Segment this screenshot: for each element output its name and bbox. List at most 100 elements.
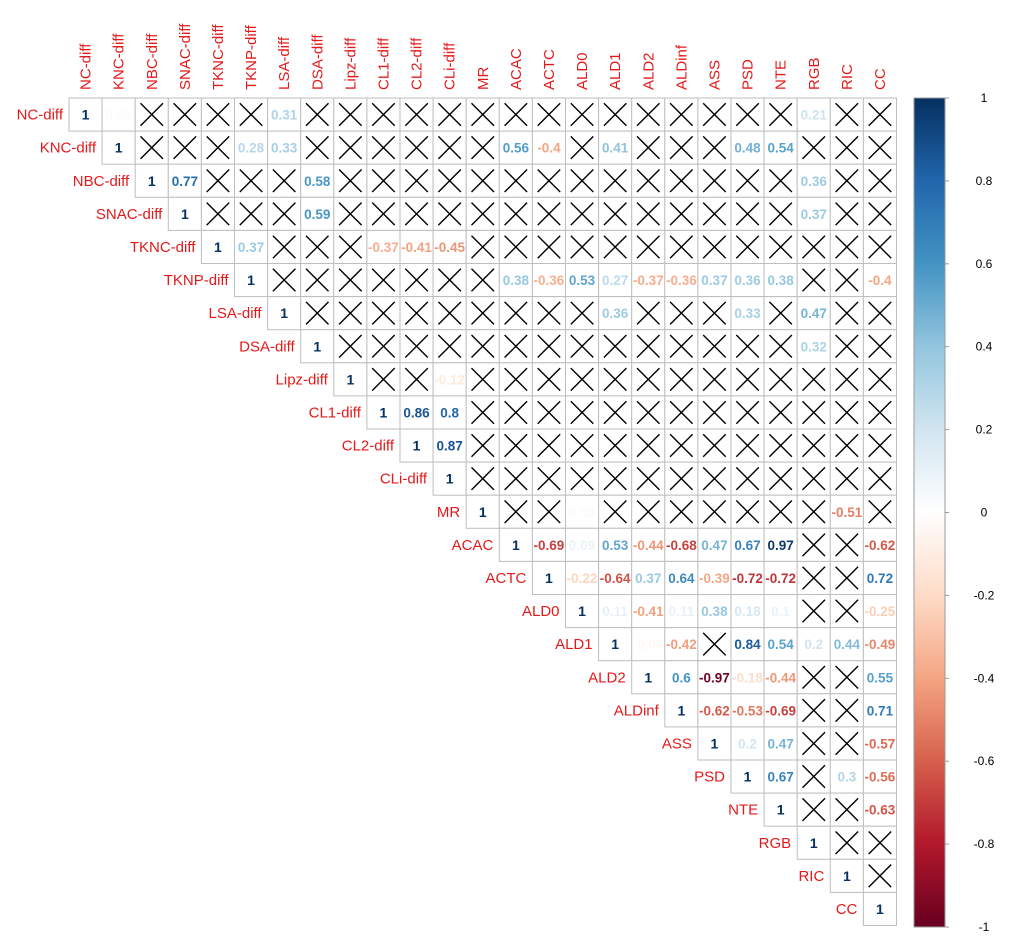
cell-KNC-diff-NTE: 0.54 [763, 130, 798, 165]
row-label: NBC-diff [73, 173, 130, 190]
nonsignificant-cross [636, 301, 660, 325]
legend-tick-label: 0.6 [976, 257, 993, 271]
cell-SNAC-diff-ALD1 [598, 196, 633, 231]
cell-MR-ACAC [498, 494, 533, 529]
cell-NBC-diff-NBC-diff: 1 [134, 163, 169, 198]
correlation-value: 0.28 [238, 141, 265, 156]
cell-CL1-diff-RIC [829, 395, 864, 430]
cell-KNC-diff-ACAC: 0.56 [498, 130, 533, 165]
cell-ASS-ASS: 1 [697, 726, 732, 761]
cell-CLi-diff-ALD0 [565, 461, 600, 496]
correlation-value: -0.36 [534, 273, 565, 288]
correlation-value: 0.36 [801, 174, 828, 189]
correlation-value: 0.67 [768, 770, 794, 785]
cell-LSA-diff-RIC [829, 296, 864, 331]
cell-MR-ALD2 [631, 494, 666, 529]
cell-TKNC-diff-CL1-diff: -0.37 [366, 229, 401, 264]
cell-NC-diff-NBC-diff [134, 97, 169, 132]
nonsignificant-cross [437, 334, 462, 358]
cell-Lipz-diff-RIC [829, 362, 864, 397]
cell-NC-diff-TKNP-diff [234, 97, 269, 132]
nonsignificant-cross [305, 235, 329, 259]
cell-SNAC-diff-NTE [763, 196, 798, 231]
row-label: CC [836, 901, 858, 918]
cell-CL1-diff-CLi-diff: 0.8 [432, 395, 467, 430]
nonsignificant-cross [669, 367, 694, 392]
nonsignificant-cross [636, 367, 660, 392]
nonsignificant-cross [371, 102, 396, 127]
nonsignificant-cross [868, 102, 892, 127]
color-bar [913, 97, 946, 928]
cell-Lipz-diff-MR [465, 362, 500, 397]
cell-ALD2-PSD: -0.18 [730, 660, 765, 695]
cell-NC-diff-ALDinf [664, 97, 699, 132]
nonsignificant-cross [835, 169, 859, 193]
nonsignificant-cross [702, 301, 727, 325]
nonsignificant-cross [272, 268, 296, 292]
legend-tick-label: 0.4 [976, 340, 993, 354]
cell-CL1-diff-CL1-diff: 1 [366, 395, 401, 430]
nonsignificant-cross [537, 202, 561, 226]
nonsignificant-cross [173, 102, 197, 127]
correlation-value: -0.69 [534, 538, 565, 553]
cell-TKNP-diff-ACTC: -0.36 [531, 263, 567, 298]
cell-CLi-diff-ACAC [498, 461, 533, 496]
cell-NC-diff-NTE [763, 97, 798, 132]
nonsignificant-cross [371, 301, 396, 325]
cell-ALD0-PSD: 0.18 [730, 594, 765, 629]
cell-CLi-diff-ALD1 [598, 461, 633, 496]
nonsignificant-cross [702, 102, 727, 127]
correlation-value: 0.56 [503, 141, 530, 156]
correlation-value: 0.72 [867, 571, 893, 586]
matrix-cells: 1 0.02 0.31 0.211 0.28 0.33 0.56 -0.4 0.41 0.48 0.… [68, 97, 898, 927]
column-label: Lipz-diff [342, 37, 359, 90]
nonsignificant-cross [371, 334, 396, 358]
cell-NC-diff-RIC [829, 97, 864, 132]
column-label: ACAC [508, 48, 525, 90]
column-label: TKNC-diff [210, 24, 227, 90]
cell-CLi-diff-CLi-diff: 1 [432, 461, 467, 496]
row-label: PSD [694, 769, 725, 786]
cell-KNC-diff-ASS [697, 130, 732, 165]
cell-CL2-diff-ACAC [498, 428, 533, 463]
cell-SNAC-diff-PSD [730, 196, 765, 231]
correlation-value: -0.51 [831, 505, 862, 520]
nonsignificant-cross [206, 169, 230, 193]
nonsignificant-cross [570, 466, 594, 491]
diagonal-value: 1 [677, 702, 685, 718]
cell-ACAC-ALD1: 0.53 [598, 527, 633, 562]
cell-DSA-diff-CC [862, 329, 898, 364]
nonsignificant-cross [835, 698, 859, 723]
cell-DSA-diff-RIC [829, 329, 864, 364]
cell-CLi-diff-ALDinf [664, 461, 699, 496]
cell-LSA-diff-CC [862, 296, 898, 331]
nonsignificant-cross [338, 102, 363, 127]
column-label: ALDinf [673, 44, 690, 90]
correlation-value: 0.77 [172, 174, 198, 189]
nonsignificant-cross [603, 202, 627, 226]
nonsignificant-cross [735, 169, 760, 193]
nonsignificant-cross [537, 301, 561, 325]
cell-NBC-diff-NTE [763, 163, 798, 198]
nonsignificant-cross [835, 102, 859, 127]
cell-ALD0-CC: -0.25 [862, 594, 898, 629]
nonsignificant-cross [437, 102, 462, 127]
cell-Lipz-diff-ACAC [498, 362, 533, 397]
cell-CL1-diff-ALD1 [598, 395, 633, 430]
cell-CL1-diff-ALD0 [565, 395, 600, 430]
cell-MR-ALD1 [598, 494, 633, 529]
nonsignificant-cross [735, 202, 760, 226]
cell-NBC-diff-TKNC-diff [200, 163, 235, 198]
nonsignificant-cross [802, 500, 826, 524]
cell-ALDinf-CC: 0.71 [862, 693, 898, 728]
cell-CL2-diff-MR [465, 428, 500, 463]
correlation-value: -0.62 [865, 538, 896, 553]
cell-NBC-diff-ACTC [531, 163, 567, 198]
cell-ALD1-ASS [697, 627, 732, 662]
cell-ASS-CC: -0.57 [862, 726, 898, 761]
nonsignificant-cross [768, 466, 793, 491]
column-label: ALD0 [574, 52, 591, 90]
cell-ALD1-ALD2: -0.04 [631, 627, 666, 662]
legend-tick-label: 0.2 [976, 423, 993, 437]
correlation-value: -0.4 [537, 141, 561, 156]
